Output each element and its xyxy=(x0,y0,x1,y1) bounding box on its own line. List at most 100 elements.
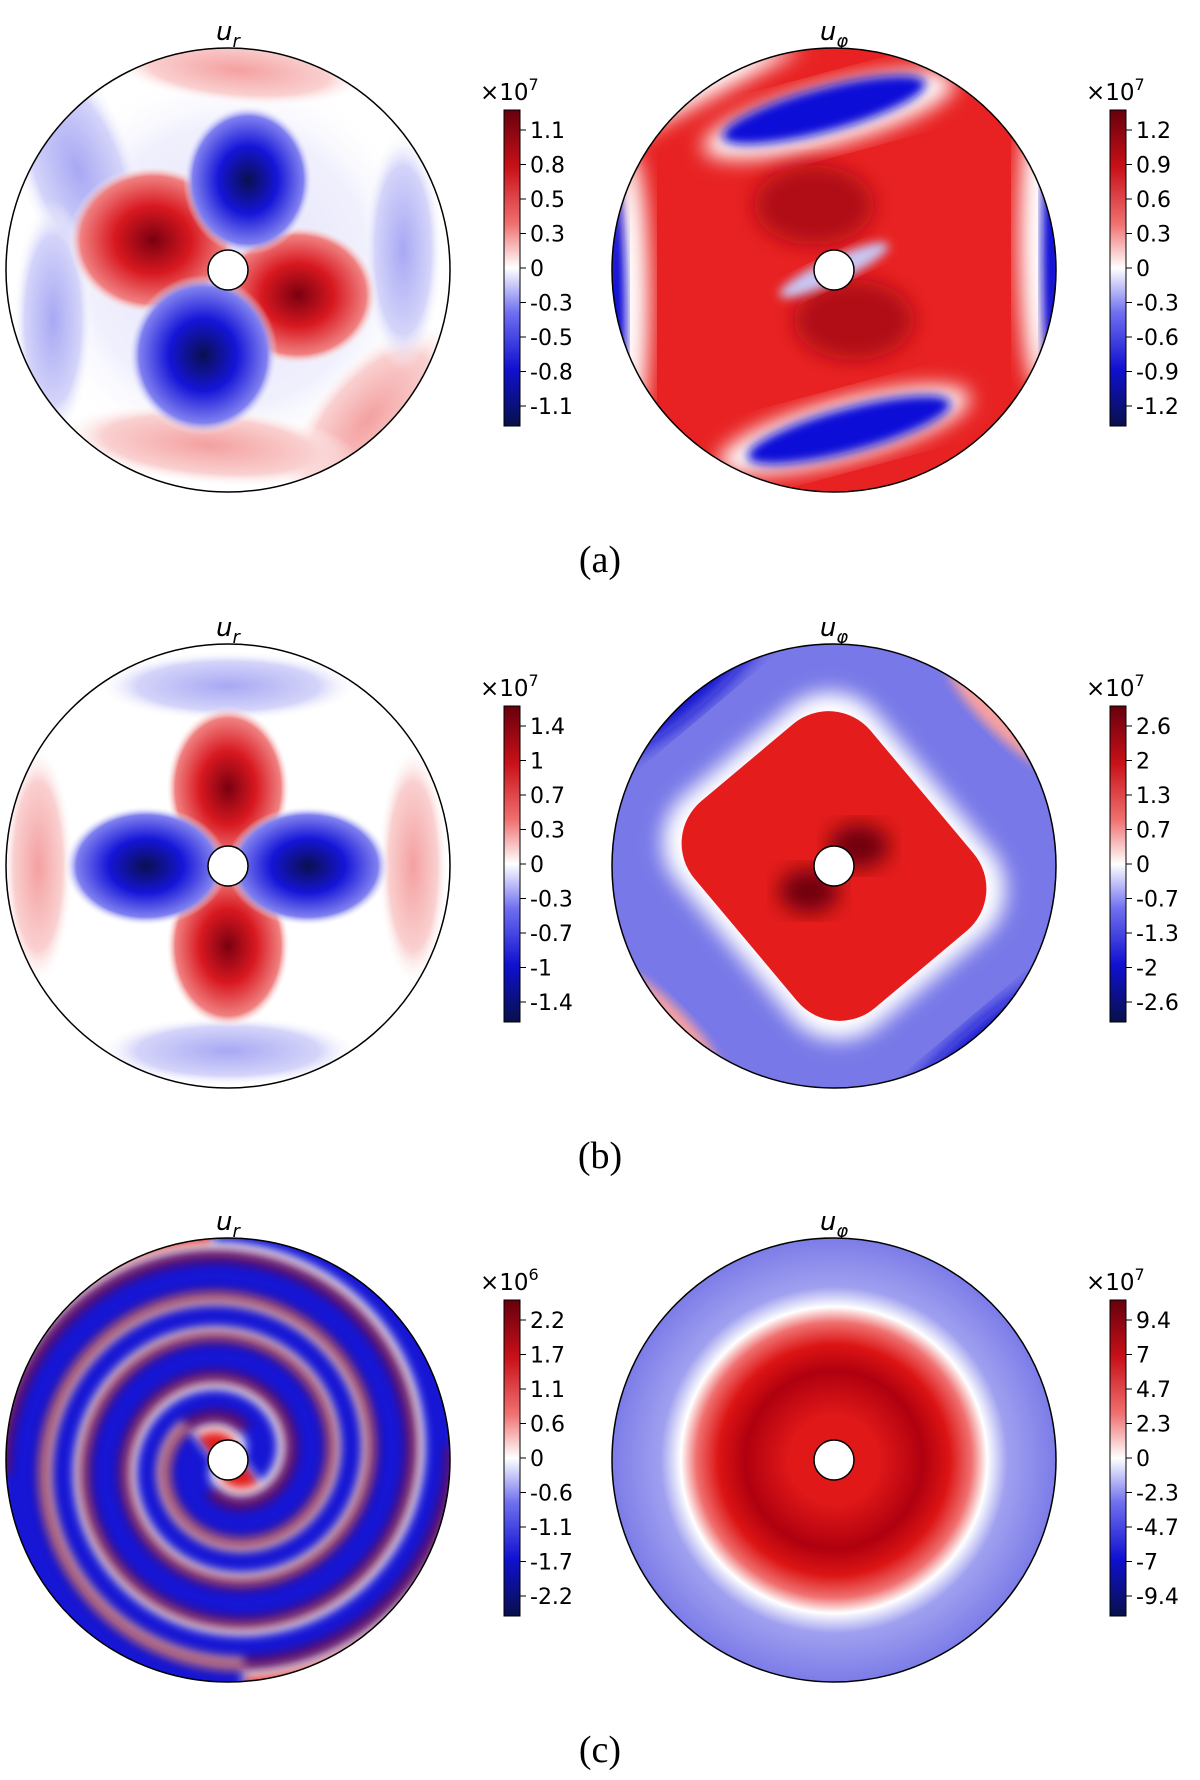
colorbar-tick-label: -0.9 xyxy=(1136,361,1179,386)
row-caption: (c) xyxy=(579,1729,621,1771)
colorbar-tick-label: -1.2 xyxy=(1136,395,1179,420)
colorbar-tick-label: 1.1 xyxy=(530,1378,565,1403)
colorbar-tick-label: -0.7 xyxy=(530,922,573,947)
colorbar-tick-label: -1 xyxy=(530,957,552,982)
colorbar-tick-label: 0.6 xyxy=(1136,188,1171,213)
inner-cylinder xyxy=(207,1439,249,1481)
contour-panel: uφ ×107 1.2 0.9 0.6 0.3 0 -0.3 -0.6 -0.9 -1.2 xyxy=(611,17,1179,493)
domain-outline xyxy=(611,1237,1057,1683)
colorbar-tick-label: 0.9 xyxy=(1136,154,1171,179)
domain-outline xyxy=(611,47,1057,493)
colorbar: ×106 2.2 1.7 1.1 0.6 0 -0.6 -1.1 -1.7 -2.2 xyxy=(480,1265,573,1617)
colorbar-tick-label: -1.7 xyxy=(530,1551,573,1576)
colorbar-gradient xyxy=(503,1299,521,1617)
colorbar-tick-label: 0.3 xyxy=(530,819,565,844)
field-contours xyxy=(6,48,450,492)
inner-cylinder xyxy=(207,845,249,887)
colorbar-exponent: ×107 xyxy=(480,75,539,106)
colorbar-tick-label: -0.3 xyxy=(530,292,573,317)
colorbar: ×107 1.4 1 0.7 0.3 0 -0.3 -0.7 -1 -1.4 xyxy=(480,671,573,1023)
inner-cylinder xyxy=(813,1439,855,1481)
colorbar-tick-label: -0.7 xyxy=(1136,888,1179,913)
contour-panel: ur ×107 1.1 0.8 0.5 0.3 0 -0.3 -0.5 -0.8 -1.1 xyxy=(5,17,573,493)
domain-outline xyxy=(611,643,1057,1089)
colorbar-tick-label: 1.4 xyxy=(530,715,565,740)
colorbar-tick-label: -2.3 xyxy=(1136,1482,1179,1507)
colorbar-gradient xyxy=(1109,705,1127,1023)
colorbar-tick-label: -1.3 xyxy=(1136,922,1179,947)
colorbar-tick-label: 9.4 xyxy=(1136,1309,1171,1334)
colorbar-tick-label: -2 xyxy=(1136,957,1158,982)
contour-panel: uφ ×107 9.4 7 4.7 2.3 0 -2.3 -4.7 -7 -9.4 xyxy=(611,1207,1179,1683)
colorbar-gradient xyxy=(1109,1299,1127,1617)
colorbar-tick-label: -0.8 xyxy=(530,361,573,386)
colorbar-tick-label: -1.4 xyxy=(530,991,573,1016)
colorbar-tick-label: -2.6 xyxy=(1136,991,1179,1016)
contour-panel: uφ ×107 2.6 2 1.3 0.7 0 -0.7 -1.3 -2 -2.6 xyxy=(611,613,1179,1089)
colorbar-tick-label: 0.6 xyxy=(530,1413,565,1438)
colorbar-tick-label: 0 xyxy=(1136,853,1150,878)
colorbar-tick-label: 0.7 xyxy=(530,784,565,809)
figure-row: (b) ur ×107 1.4 1 0.7 0.3 0 -0.3 -0.7 -1 -1.4 uφ ×107… xyxy=(5,613,1179,1177)
row-caption: (a) xyxy=(579,539,621,581)
inner-cylinder xyxy=(813,845,855,887)
colorbar-tick-label: 1 xyxy=(530,750,544,775)
colorbar: ×107 1.1 0.8 0.5 0.3 0 -0.3 -0.5 -0.8 -1.1 xyxy=(480,75,573,427)
colorbar-tick-label: 1.3 xyxy=(1136,784,1171,809)
colorbar-tick-label: 1.7 xyxy=(530,1344,565,1369)
panel-title: uφ xyxy=(820,17,848,52)
colorbar-tick-label: 2 xyxy=(1136,750,1150,775)
colorbar-tick-label: -0.6 xyxy=(1136,326,1179,351)
colorbar: ×107 9.4 7 4.7 2.3 0 -2.3 -4.7 -7 -9.4 xyxy=(1086,1265,1179,1617)
colorbar-tick-label: 0 xyxy=(1136,257,1150,282)
colorbar-gradient xyxy=(503,109,521,427)
colorbar-tick-label: 0 xyxy=(530,853,544,878)
colorbar-exponent: ×107 xyxy=(1086,671,1145,702)
panel-title: ur xyxy=(216,613,241,648)
colorbar-tick-label: 7 xyxy=(1136,1344,1150,1369)
colorbar-tick-label: -0.5 xyxy=(530,326,573,351)
colorbar-tick-label: -2.2 xyxy=(530,1585,573,1610)
colorbar-tick-label: -1.1 xyxy=(530,395,573,420)
domain-outline xyxy=(5,643,451,1089)
colorbar-tick-label: 1.2 xyxy=(1136,119,1171,144)
panel-title: ur xyxy=(216,1207,241,1242)
colorbar-tick-label: -4.7 xyxy=(1136,1516,1179,1541)
colorbar-tick-label: 2.3 xyxy=(1136,1413,1171,1438)
colorbar-tick-label: -0.6 xyxy=(530,1482,573,1507)
colorbar-tick-label: 0 xyxy=(530,257,544,282)
colorbar-tick-label: 0.8 xyxy=(530,154,565,179)
colorbar-exponent: ×107 xyxy=(480,671,539,702)
colorbar-tick-label: 0.7 xyxy=(1136,819,1171,844)
colorbar-exponent: ×106 xyxy=(480,1265,539,1296)
colorbar-gradient xyxy=(1109,109,1127,427)
inner-cylinder xyxy=(207,249,249,291)
colorbar: ×107 1.2 0.9 0.6 0.3 0 -0.3 -0.6 -0.9 -1.2 xyxy=(1086,75,1179,427)
colorbar-tick-label: -0.3 xyxy=(1136,292,1179,317)
panel-title: uφ xyxy=(820,613,848,648)
colorbar-tick-label: 2.2 xyxy=(530,1309,565,1334)
colorbar-tick-label: 0.3 xyxy=(530,223,565,248)
row-caption: (b) xyxy=(578,1135,622,1177)
figure-row: (a) ur ×107 1.1 0.8 0.5 0.3 0 -0.3 -0.5 -0.8 -1.1 uφ… xyxy=(5,17,1179,581)
colorbar-tick-label: 4.7 xyxy=(1136,1378,1171,1403)
colorbar-tick-label: -9.4 xyxy=(1136,1585,1179,1610)
colorbar-tick-label: -1.1 xyxy=(530,1516,573,1541)
domain-outline xyxy=(5,1237,451,1683)
field-contours xyxy=(6,644,450,1088)
colorbar-exponent: ×107 xyxy=(1086,1265,1145,1296)
colorbar-tick-label: 0.3 xyxy=(1136,223,1171,248)
colorbar-tick-label: 1.1 xyxy=(530,119,565,144)
colorbar-tick-label: 0.5 xyxy=(530,188,565,213)
inner-cylinder xyxy=(813,249,855,291)
colorbar-tick-label: 2.6 xyxy=(1136,715,1171,740)
colorbar-exponent: ×107 xyxy=(1086,75,1145,106)
figure-row: (c) ur ×106 2.2 1.7 1.1 0.6 0 -0.6 -1.1 -1.7 -2.2 uφ… xyxy=(5,1207,1179,1771)
contour-panel: ur ×106 2.2 1.7 1.1 0.6 0 -0.6 -1.1 -1.7 -2.2 xyxy=(5,1207,573,1683)
colorbar-gradient xyxy=(503,705,521,1023)
colorbar-tick-label: 0 xyxy=(1136,1447,1150,1472)
domain-outline xyxy=(5,47,451,493)
colorbar-tick-label: -7 xyxy=(1136,1551,1158,1576)
contour-panel: ur ×107 1.4 1 0.7 0.3 0 -0.3 -0.7 -1 -1.4 xyxy=(5,613,573,1089)
